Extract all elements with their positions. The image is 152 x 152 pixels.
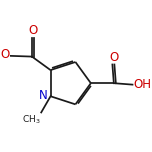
Text: CH$_3$: CH$_3$: [22, 113, 40, 126]
Text: N: N: [39, 89, 48, 102]
Text: O: O: [1, 48, 10, 61]
Text: O: O: [109, 51, 119, 64]
Text: O: O: [28, 24, 38, 37]
Text: OH: OH: [133, 78, 151, 91]
